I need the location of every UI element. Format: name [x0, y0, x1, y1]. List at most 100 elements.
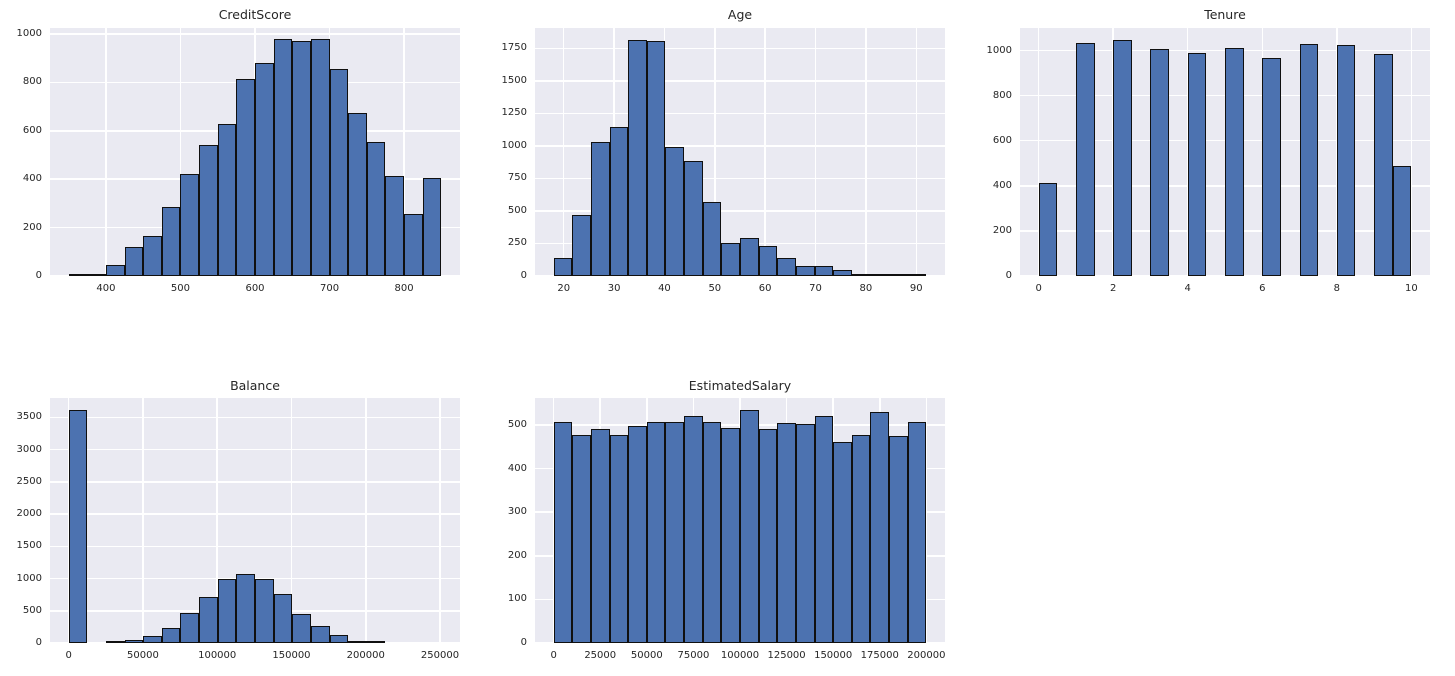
- chart-title-creditscore: CreditScore: [218, 7, 292, 22]
- plot-area-estimatedsalary: 0 100 200 300 400 500 0 25000 50000 75000 100000 12…: [508, 398, 945, 661]
- x-tick-label: 700: [319, 283, 340, 294]
- x-tick-label: 0: [65, 650, 72, 661]
- histogram-bar: [814, 416, 834, 643]
- gridline-horizontal: [1020, 275, 1430, 277]
- histogram-bar: [217, 578, 237, 643]
- x-tick-label: 200000: [346, 650, 385, 661]
- x-tick-label: 200000: [907, 650, 946, 661]
- x-tick-label: 50000: [630, 650, 663, 661]
- gridline-vertical: [216, 398, 218, 643]
- x-tick-label: 100000: [198, 650, 237, 661]
- histogram-bar: [385, 176, 405, 276]
- histogram-bar: [646, 41, 666, 276]
- histogram-bar: [217, 123, 237, 276]
- gridline-horizontal: [535, 642, 945, 644]
- gridline-horizontal: [50, 448, 460, 451]
- gridline-horizontal: [50, 577, 460, 580]
- gridline-horizontal: [50, 642, 460, 644]
- histogram-bar: [105, 265, 125, 276]
- histogram-bar: [795, 265, 815, 276]
- x-tick-label: 40: [658, 283, 671, 294]
- histogram-bar: [236, 78, 255, 276]
- y-tick-label: 3500: [16, 411, 42, 423]
- histogram-bar: [851, 435, 871, 643]
- y-tick-label: 1500: [501, 74, 527, 86]
- histogram-cell-estimatedsalary: EstimatedSalary 0 100 200 300 400 500 0 25000 50…: [485, 338, 970, 676]
- histogram-bar: [721, 242, 740, 276]
- y-tick-label: 1250: [501, 107, 527, 119]
- histogram-bar: [758, 428, 778, 643]
- gridline-vertical: [179, 28, 182, 276]
- y-tick-label: 600: [22, 124, 42, 136]
- x-tick-label: 50: [708, 283, 722, 294]
- histogram-bar: [404, 214, 423, 276]
- x-tick-label: 25000: [584, 650, 617, 661]
- x-tick-label: 75000: [677, 650, 710, 661]
- histogram-bar: [572, 435, 591, 643]
- histogram-bar: [348, 112, 367, 276]
- y-tick-label: 1000: [16, 572, 42, 584]
- x-tick-label: 600: [245, 283, 265, 294]
- histogram-bar: [292, 41, 311, 276]
- histogram-bar: [553, 421, 573, 643]
- histogram-bar: [366, 641, 386, 643]
- y-tick-label: 200: [992, 224, 1012, 236]
- histogram-bar: [684, 160, 703, 276]
- y-tick-label: 1000: [501, 139, 527, 151]
- x-tick-label: 10: [1404, 283, 1418, 294]
- histogram-bar: [628, 426, 647, 643]
- histogram-bar: [87, 274, 106, 276]
- x-tick-label: 0: [550, 650, 557, 661]
- gridline-vertical: [714, 28, 716, 276]
- gridline-horizontal: [535, 275, 945, 277]
- x-tick-label: 400: [96, 283, 116, 294]
- x-tick-label: 80: [859, 283, 873, 294]
- y-tick-label: 400: [992, 179, 1012, 191]
- gridline-vertical: [105, 28, 107, 276]
- gridline-vertical: [142, 398, 144, 643]
- gridline-horizontal: [50, 481, 460, 483]
- histogram-bar: [851, 274, 871, 276]
- y-tick-label: 1750: [501, 42, 527, 54]
- histogram-bar: [702, 421, 722, 643]
- gridline-horizontal: [535, 112, 945, 115]
- gridline-horizontal: [50, 513, 460, 515]
- y-tick-label: 0: [1005, 270, 1012, 281]
- x-tick-label: 175000: [860, 650, 899, 661]
- chart-title-tenure: Tenure: [1204, 7, 1246, 22]
- plot-area-creditscore: 0 200 400 600 800 1000 400 500 600 700 800: [17, 28, 460, 294]
- gridline-horizontal: [535, 145, 945, 147]
- histogram-bar: [68, 409, 88, 643]
- x-tick-label: 150000: [272, 650, 311, 661]
- gridline-vertical: [403, 28, 405, 276]
- histogram-bar: [1392, 165, 1412, 276]
- histogram-bar: [590, 428, 610, 643]
- histogram-bar: [348, 640, 367, 643]
- gridline-horizontal: [535, 47, 945, 50]
- histogram-bar: [422, 178, 442, 276]
- gridline-vertical: [865, 28, 867, 276]
- histogram-bar: [199, 145, 218, 276]
- histogram-bar: [1075, 42, 1095, 276]
- histogram-bar: [1113, 39, 1132, 276]
- empty-subplot-cell: [970, 338, 1455, 676]
- histogram-bar: [889, 435, 908, 643]
- gridline-vertical: [290, 398, 293, 643]
- x-tick-label: 4: [1184, 283, 1191, 294]
- histogram-bar: [758, 246, 778, 276]
- gridline-vertical: [764, 28, 766, 276]
- histogram-bar: [329, 69, 349, 276]
- x-tick-label: 500: [170, 283, 190, 294]
- plot-area-balance: 0 500 1000 1500 2000 2500 3000 3500 0 50000 100000…: [17, 398, 460, 661]
- histogram-bar: [1299, 44, 1319, 276]
- gridline-vertical: [439, 398, 441, 643]
- histogram-bar: [143, 236, 162, 276]
- y-tick-label: 100: [507, 593, 527, 605]
- histogram-bar: [1374, 54, 1393, 276]
- y-tick-label: 500: [507, 419, 527, 431]
- y-tick-label: 0: [35, 637, 42, 648]
- histogram-bar: [273, 594, 293, 643]
- chart-title-age: Age: [727, 7, 753, 22]
- x-tick-label: 2: [1109, 283, 1117, 294]
- histogram-bar: [310, 625, 330, 643]
